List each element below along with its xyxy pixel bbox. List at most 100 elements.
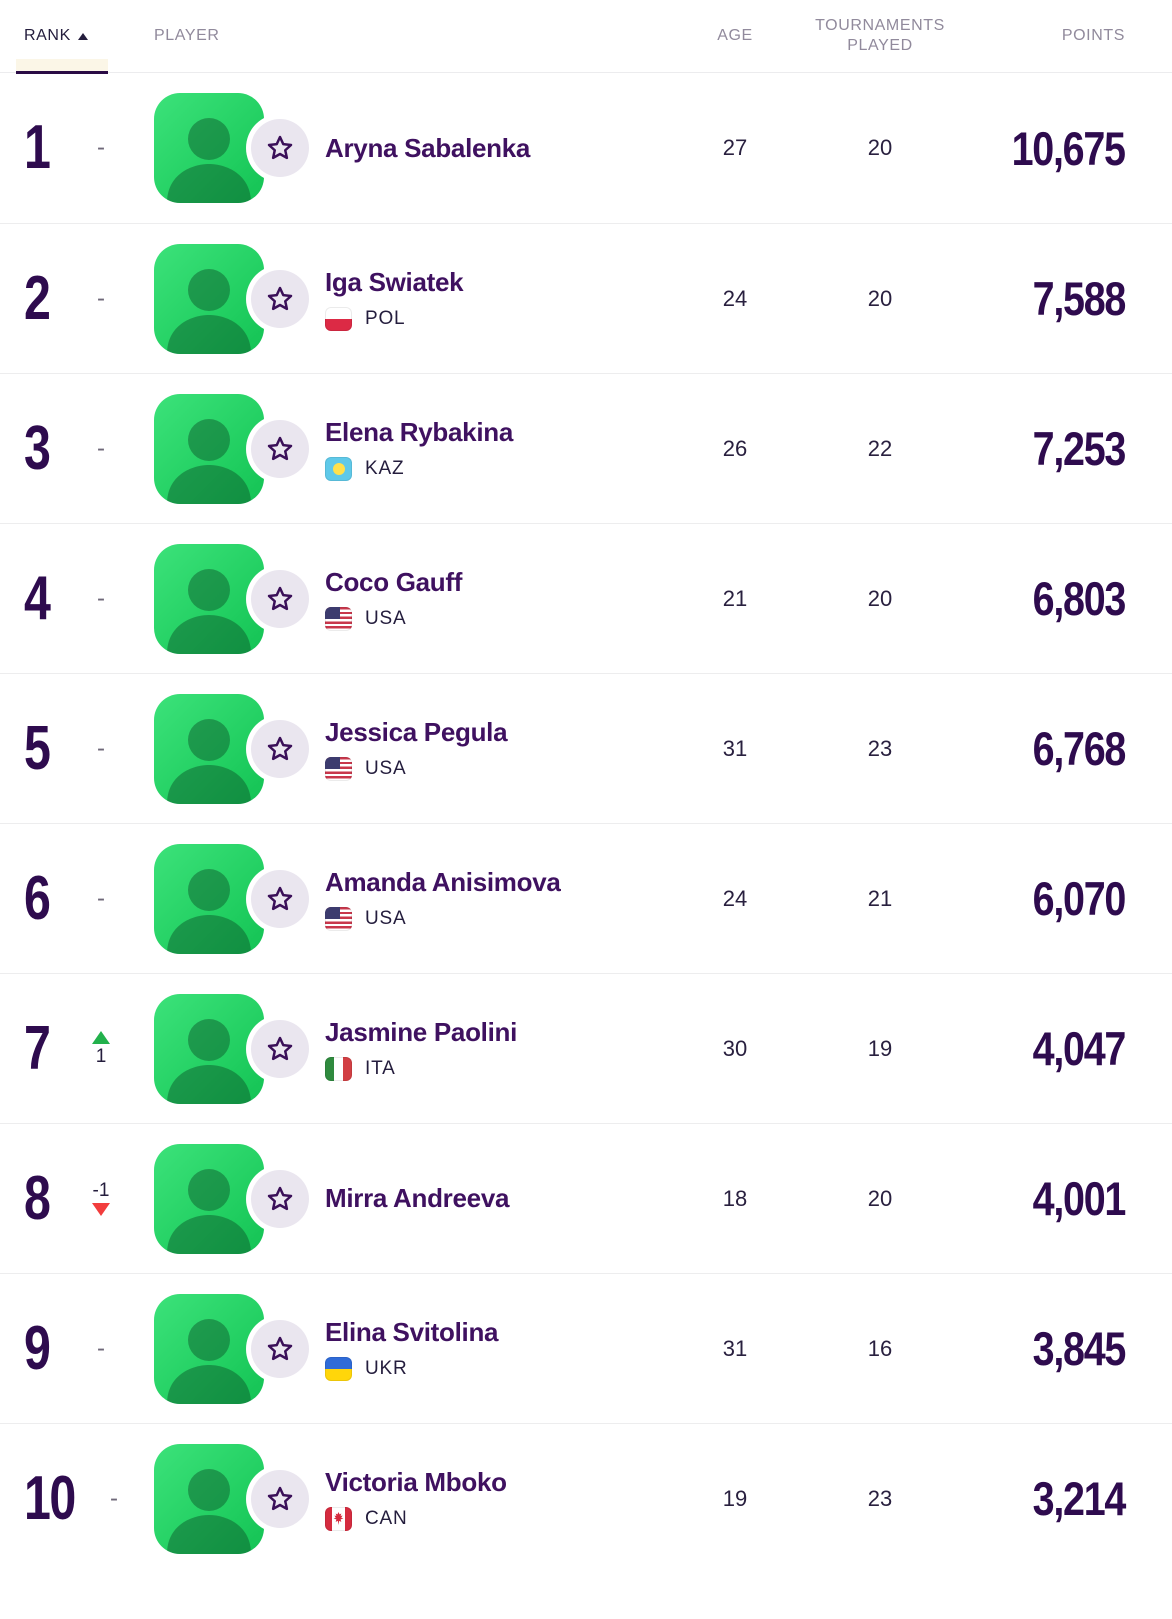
favorite-star-button[interactable] (251, 569, 309, 628)
country-code: KAZ (365, 457, 405, 479)
rank-change-indicator: - (84, 436, 118, 461)
player-name[interactable]: Jessica Pegula (325, 716, 508, 747)
country-flag-icon (325, 1506, 352, 1531)
points-cell: 6,803 (965, 575, 1126, 622)
star-icon (267, 135, 293, 160)
player-photo-silhouette (167, 1468, 251, 1554)
age-value: 19 (722, 1485, 748, 1511)
player-cell[interactable]: Elena Rybakina KAZ (154, 393, 675, 504)
player-info: Amanda Anisimova USA (325, 867, 561, 931)
favorite-star-button[interactable] (251, 719, 309, 778)
player-cell[interactable]: Jessica Pegula USA (154, 693, 675, 804)
player-name[interactable]: Amanda Anisimova (325, 866, 561, 897)
column-header-rank[interactable]: RANK (16, 0, 154, 74)
player-avatar (154, 993, 309, 1104)
player-country: UKR (325, 1356, 498, 1381)
maple-leaf-icon (333, 1512, 344, 1525)
tournaments-value: 23 (867, 735, 893, 761)
star-icon (267, 286, 293, 310)
player-avatar (154, 1443, 309, 1554)
rank-number: 8 (24, 1163, 51, 1233)
player-photo-silhouette (167, 718, 251, 804)
player-cell[interactable]: Mirra Andreeva (154, 1143, 675, 1254)
player-info: Jessica Pegula USA (325, 716, 508, 781)
player-name[interactable]: Aryna Sabalenka (325, 132, 531, 163)
player-photo-silhouette (167, 1318, 251, 1404)
favorite-star-button[interactable] (251, 419, 309, 478)
player-cell[interactable]: Coco Gauff USA (154, 543, 675, 654)
points-cell: 7,253 (965, 425, 1126, 472)
sort-ascending-icon (77, 32, 88, 40)
rank-up-icon (92, 1031, 110, 1044)
rank-change-indicator: - (84, 886, 118, 911)
age-value: 21 (722, 585, 748, 611)
age-value: 31 (722, 735, 748, 761)
rank-change-indicator: 1 (84, 1031, 118, 1066)
favorite-star-button[interactable] (251, 1469, 309, 1528)
country-flag-icon (325, 1056, 352, 1081)
star-icon (267, 1336, 293, 1360)
player-cell[interactable]: Amanda Anisimova USA (154, 843, 675, 954)
player-avatar (154, 843, 309, 954)
favorite-star-button[interactable] (251, 119, 309, 177)
points-value: 10,675 (1011, 121, 1126, 175)
column-header-points[interactable]: POINTS (965, 26, 1125, 46)
player-cell[interactable]: Aryna Sabalenka (154, 93, 675, 203)
table-row: 8 -1 Mirra Andreeva (0, 1123, 1172, 1273)
age-value: 31 (722, 1335, 748, 1361)
age-value: 24 (722, 885, 748, 911)
player-country: CAN (325, 1506, 507, 1531)
star-icon (267, 1486, 293, 1510)
tournaments-value: 20 (867, 1185, 893, 1211)
points-cell: 3,214 (965, 1475, 1126, 1522)
rank-cell: 8 -1 (24, 1163, 154, 1233)
player-name[interactable]: Elena Rybakina (325, 416, 513, 447)
player-name[interactable]: Mirra Andreeva (325, 1183, 510, 1213)
rank-header-label: RANK (24, 27, 71, 44)
star-icon (267, 1186, 293, 1210)
rank-change-indicator: -1 (84, 1181, 118, 1216)
column-header-player[interactable]: PLAYER (154, 26, 675, 46)
player-avatar (154, 543, 309, 654)
player-avatar (154, 1293, 309, 1404)
rank-change-indicator: - (97, 1486, 131, 1511)
rank-cell: 6 - (24, 863, 154, 933)
favorite-star-button[interactable] (251, 269, 309, 328)
tournaments-value: 21 (867, 885, 893, 911)
player-name[interactable]: Iga Swiatek (325, 266, 464, 297)
column-header-age[interactable]: AGE (675, 26, 795, 46)
player-info: Elena Rybakina KAZ (325, 417, 513, 481)
rank-number: 6 (24, 863, 51, 933)
player-name[interactable]: Coco Gauff (325, 566, 463, 597)
player-info: Iga Swiatek POL (325, 266, 464, 331)
rank-change-value: -1 (92, 1180, 110, 1201)
column-header-tournaments[interactable]: TOURNAMENTS PLAYED (795, 16, 965, 56)
player-photo-silhouette (167, 418, 251, 504)
player-name[interactable]: Elina Svitolina (325, 1316, 499, 1347)
favorite-star-button[interactable] (251, 869, 309, 928)
tournaments-value: 20 (867, 285, 893, 311)
country-code: POL (365, 307, 406, 329)
rank-change-value: - (97, 584, 105, 612)
player-cell[interactable]: Jasmine Paolini ITA (154, 993, 675, 1104)
player-cell[interactable]: Victoria Mboko CAN (154, 1443, 675, 1554)
tournaments-value: 16 (867, 1335, 893, 1361)
country-code: USA (365, 757, 407, 779)
table-header-row: RANK PLAYER AGE TOURNAMENTS PLAYED POINT… (0, 0, 1172, 74)
star-icon (267, 736, 293, 760)
favorite-star-button[interactable] (251, 1019, 309, 1078)
player-name[interactable]: Victoria Mboko (325, 1466, 507, 1497)
player-cell[interactable]: Iga Swiatek POL (154, 243, 675, 354)
player-photo-silhouette (167, 1168, 251, 1254)
age-value: 24 (722, 285, 748, 311)
player-name[interactable]: Jasmine Paolini (325, 1016, 518, 1047)
favorite-star-button[interactable] (251, 1169, 309, 1228)
rank-number: 9 (24, 1313, 51, 1383)
points-value: 7,588 (1032, 272, 1126, 325)
rank-change-value: - (97, 1334, 105, 1362)
player-avatar (154, 93, 309, 203)
player-cell[interactable]: Elina Svitolina UKR (154, 1293, 675, 1404)
points-cell: 4,001 (965, 1175, 1126, 1222)
favorite-star-button[interactable] (251, 1319, 309, 1378)
player-country: USA (325, 756, 507, 781)
